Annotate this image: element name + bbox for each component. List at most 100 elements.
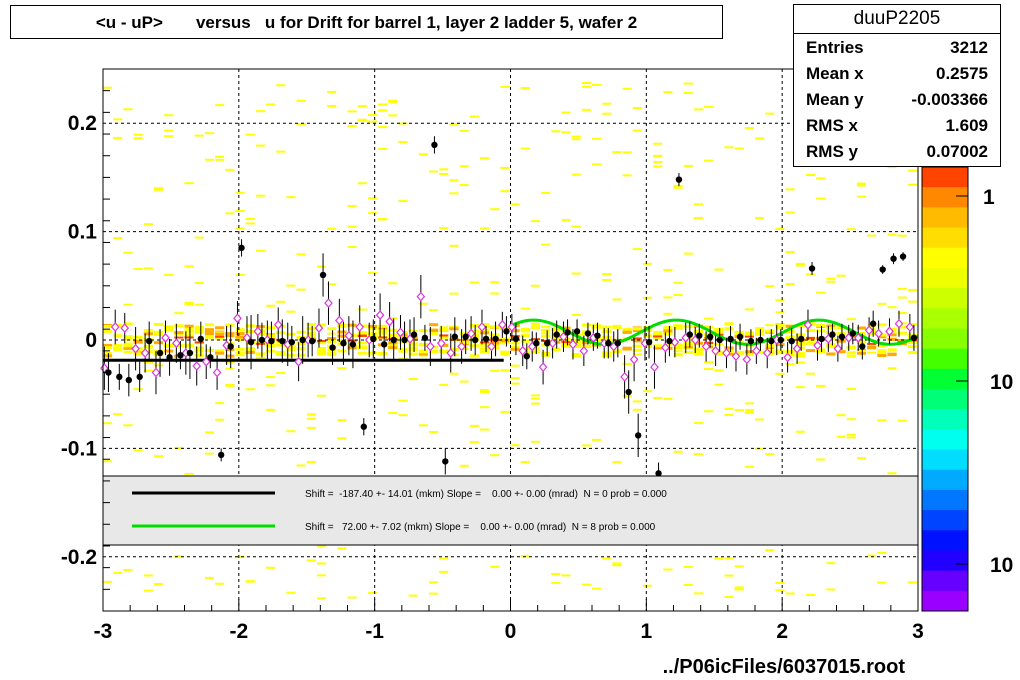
filled-marker — [634, 432, 642, 439]
heatmap-cell — [337, 437, 347, 440]
heatmap-cell — [490, 454, 500, 457]
heatmap-cell — [215, 104, 225, 107]
heatmap-cell — [143, 345, 153, 349]
heatmap-cell — [877, 302, 887, 305]
heatmap-cell — [612, 324, 622, 328]
heatmap-cell — [785, 250, 795, 253]
heatmap-cell — [836, 326, 846, 330]
heatmap-cell — [316, 562, 327, 565]
open-marker — [446, 348, 456, 358]
stats-name: duuP2205 — [794, 5, 1000, 34]
palette-segment — [922, 247, 968, 269]
heatmap-cell — [673, 186, 683, 189]
heatmap-cell — [174, 336, 184, 339]
palette-segment — [922, 207, 968, 229]
heatmap-cell — [266, 344, 276, 348]
heatmap-cell — [469, 441, 479, 444]
heatmap-cell — [204, 132, 215, 135]
heatmap-cell — [184, 343, 194, 347]
heatmap-cell — [367, 324, 378, 328]
heatmap-cell — [408, 346, 418, 350]
filled-marker — [859, 343, 866, 350]
heatmap-cell — [306, 417, 316, 420]
heatmap-cell — [276, 300, 286, 303]
heatmap-cell — [235, 347, 245, 351]
open-marker — [803, 319, 813, 330]
heatmap-cell — [602, 354, 612, 358]
heatmap-cell — [449, 244, 459, 247]
heatmap-cell — [602, 325, 612, 329]
heatmap-cell — [673, 450, 683, 453]
heatmap-cell — [704, 410, 714, 413]
heatmap-cell — [877, 349, 887, 353]
heatmap-cell — [286, 347, 296, 351]
stats-label: Mean y — [806, 90, 864, 109]
heatmap-cell — [398, 399, 408, 402]
heatmap-cell — [408, 594, 418, 597]
heatmap-cell — [215, 402, 225, 405]
x-tick-label: 0 — [505, 620, 517, 643]
heatmap-cell — [602, 102, 612, 105]
heatmap-cell — [744, 126, 754, 129]
open-marker — [629, 354, 639, 365]
heatmap-cell — [693, 216, 704, 219]
heatmap-cell — [469, 424, 479, 427]
heatmap-cell — [805, 372, 816, 375]
heatmap-cell — [520, 554, 530, 557]
profile-markers — [100, 136, 918, 485]
open-marker — [813, 340, 822, 351]
open-marker — [742, 354, 752, 365]
heatmap-cell — [103, 343, 113, 347]
heatmap-cell — [744, 465, 754, 468]
heatmap-cell — [204, 336, 215, 339]
heatmap-cell — [266, 326, 276, 330]
heatmap-cell — [357, 335, 367, 338]
heatmap-cell — [785, 353, 795, 357]
heatmap-cell — [479, 331, 490, 335]
heatmap-cell — [286, 284, 296, 287]
heatmap-cell — [469, 324, 479, 328]
filled-marker — [584, 330, 592, 337]
heatmap-cell — [276, 84, 286, 87]
heatmap-cell — [388, 114, 398, 117]
heatmap-cell — [510, 444, 520, 447]
heatmap-cell — [143, 329, 153, 333]
heatmap-cell — [164, 114, 174, 117]
heatmap-cell — [479, 227, 490, 230]
heatmap-cell — [581, 85, 591, 88]
heatmap-cell — [500, 369, 510, 372]
heatmap-cell — [795, 262, 805, 265]
heatmap-cell — [571, 272, 581, 275]
heatmap-cell — [704, 361, 714, 364]
heatmap-cell — [714, 352, 724, 356]
heatmap-cell — [194, 341, 204, 344]
heatmap-cell — [836, 339, 846, 343]
heatmap-cell — [836, 414, 846, 417]
heatmap-cell — [571, 313, 581, 316]
heatmap-cell — [449, 325, 459, 329]
heatmap-cell — [398, 140, 408, 143]
heatmap-cell — [510, 347, 520, 351]
open-marker — [273, 319, 283, 330]
heatmap-cell — [133, 267, 143, 270]
heatmap-cell — [418, 329, 428, 333]
heatmap-cell — [215, 337, 225, 341]
heatmap-cell — [775, 589, 785, 592]
heatmap-cell — [296, 346, 306, 350]
heatmap-cell — [836, 435, 846, 438]
heatmap-cell — [571, 338, 581, 342]
heatmap-cell — [805, 341, 816, 345]
filled-marker — [768, 337, 775, 345]
heatmap-cell — [683, 343, 693, 347]
heatmap-cell — [388, 99, 398, 102]
heatmap-cell — [459, 184, 469, 187]
stats-row-entries: Entries 3212 — [794, 34, 1000, 60]
heatmap-cell — [337, 367, 347, 370]
heatmap-cell — [479, 328, 490, 332]
heatmap-cell — [673, 293, 683, 296]
heatmap-cell — [887, 306, 897, 309]
heatmap-cell — [673, 325, 683, 329]
filled-marker — [503, 328, 510, 335]
open-marker — [487, 341, 496, 352]
heatmap-cell — [204, 335, 215, 339]
